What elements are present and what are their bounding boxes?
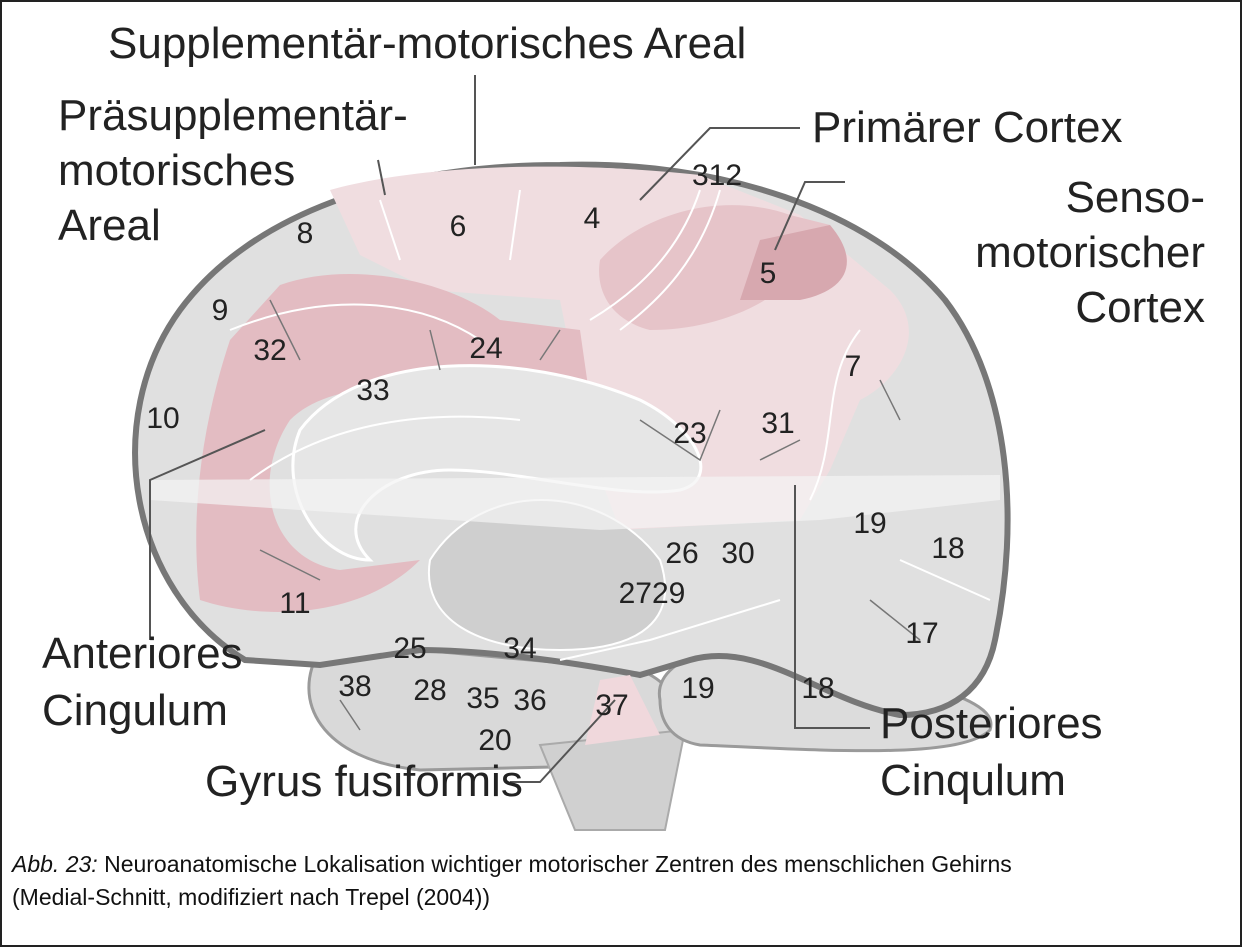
- region-label: Cortex: [1075, 283, 1205, 332]
- caption: Abb. 23: Neuroanatomische Lokalisation w…: [12, 848, 1012, 914]
- region-label: Posteriores: [880, 699, 1103, 748]
- area-number: 19: [853, 507, 886, 540]
- area-number: 36: [513, 684, 546, 717]
- area-number: 33: [356, 374, 389, 407]
- caption-line: (Medial-Schnitt, modifiziert nach Trepel…: [12, 884, 490, 910]
- region-label: Supplementär-motorisches Areal: [108, 19, 746, 68]
- area-number: 2729: [619, 577, 686, 610]
- area-number: 8: [297, 217, 314, 250]
- area-number: 18: [931, 532, 964, 565]
- region-label: Cingulum: [42, 686, 228, 735]
- area-number: 31: [761, 407, 794, 440]
- region-label: Primärer Cortex: [812, 103, 1123, 152]
- region-label: motorisches: [58, 146, 295, 195]
- area-number: 19: [681, 672, 714, 705]
- area-number: 24: [469, 332, 502, 365]
- page: Supplementär-motorisches Areal Präsupplem…: [0, 0, 1242, 947]
- area-number: 34: [503, 632, 536, 665]
- area-number: 10: [146, 402, 179, 435]
- area-number: 5: [760, 257, 777, 290]
- area-number: 11: [279, 587, 310, 620]
- area-number: 35: [466, 682, 499, 715]
- region-label: Anteriores: [42, 629, 243, 678]
- caption-prefix: Abb. 23:: [12, 851, 98, 877]
- region-label: Areal: [58, 201, 161, 250]
- area-number: 18: [801, 672, 834, 705]
- region-label: motorischer: [975, 228, 1205, 277]
- area-number: 17: [905, 617, 938, 650]
- area-number: 7: [845, 350, 862, 383]
- area-number: 6: [450, 210, 467, 243]
- region-label: Senso-: [1066, 173, 1205, 222]
- region-label: Präsupplementär-: [58, 91, 408, 140]
- area-number: 23: [673, 417, 706, 450]
- region-label: Cinqulum: [880, 756, 1066, 805]
- area-number: 28: [413, 674, 446, 707]
- area-number: 32: [253, 334, 286, 367]
- area-number: 312: [692, 159, 742, 192]
- brain-figure: Supplementär-motorisches Areal Präsupplem…: [0, 0, 1242, 840]
- area-number: 9: [212, 294, 229, 327]
- caption-line: Neuroanatomische Lokalisation wichtiger …: [104, 851, 1012, 877]
- brainstem: [540, 730, 685, 830]
- area-number: 26: [665, 537, 698, 570]
- area-number: 37: [595, 689, 628, 722]
- area-number: 25: [393, 632, 426, 665]
- area-number: 20: [478, 724, 511, 757]
- area-number: 38: [338, 670, 371, 703]
- area-number: 30: [721, 537, 754, 570]
- region-label: Gyrus fusiformis: [205, 757, 523, 806]
- area-number: 4: [584, 202, 601, 235]
